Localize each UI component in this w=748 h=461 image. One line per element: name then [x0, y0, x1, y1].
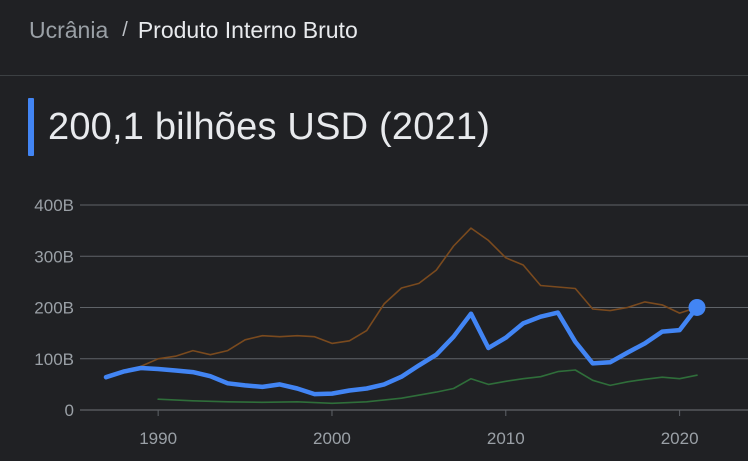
- series-layer: [103, 227, 700, 405]
- series-line-brown: [140, 227, 698, 368]
- x-tick-label: 2020: [661, 429, 699, 448]
- breadcrumb: Ucrânia / Produto Interno Bruto: [29, 14, 358, 46]
- breadcrumb-current: Produto Interno Bruto: [137, 16, 358, 43]
- y-tick-label: 0: [65, 401, 74, 420]
- x-axis-ticks: 1990 2000 2010 2020: [139, 410, 699, 448]
- x-tick-label: 2010: [487, 429, 525, 448]
- highlight-layer: [688, 298, 706, 316]
- y-axis-ticks: 400B 300B 200B 100B 0: [34, 196, 74, 420]
- breadcrumb-separator: /: [122, 18, 128, 41]
- series-line-main[interactable]: [103, 305, 700, 397]
- headline-value: 200,1 bilhões USD (2021): [48, 105, 491, 148]
- accent-bar: [28, 98, 34, 156]
- y-tick-label: 200B: [34, 299, 74, 318]
- y-tick-label: 400B: [34, 196, 74, 215]
- gdp-line-chart[interactable]: 400B 300B 200B 100B 0 1990 2000 2010 2020: [0, 180, 748, 461]
- header-divider: [0, 75, 748, 76]
- x-tick-label: 1990: [139, 429, 177, 448]
- x-tick-label: 2000: [313, 429, 351, 448]
- y-tick-label: 300B: [34, 247, 74, 266]
- grid-layer: [80, 204, 748, 411]
- headline: 200,1 bilhões USD (2021): [28, 98, 490, 156]
- breadcrumb-country-link[interactable]: Ucrânia: [29, 16, 109, 43]
- latest-value-point[interactable]: [688, 298, 706, 316]
- series-line-green: [157, 369, 698, 405]
- y-tick-label: 100B: [34, 350, 74, 369]
